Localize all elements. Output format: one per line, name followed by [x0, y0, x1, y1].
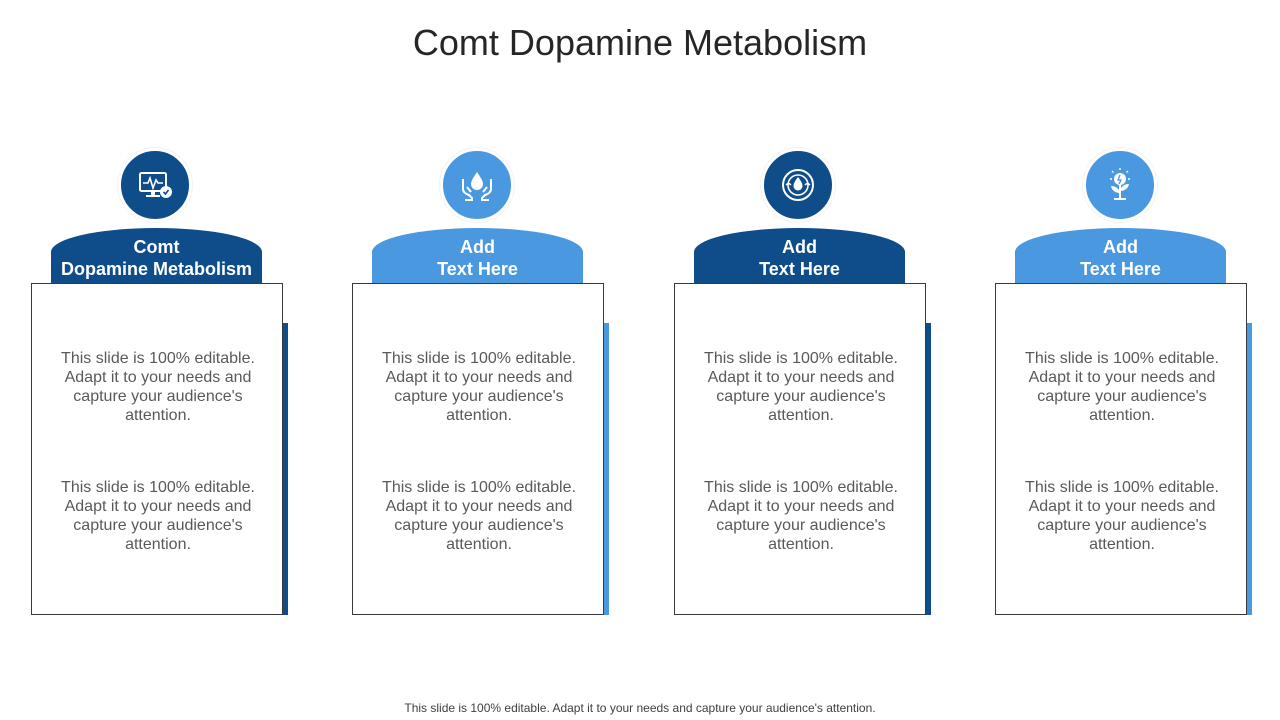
paragraph-1: This slide is 100% editable. Adapt it to…: [61, 350, 255, 424]
page-title: Comt Dopamine Metabolism: [412, 22, 868, 63]
heading-line-1: Comt: [133, 237, 180, 257]
content-box-3: This slide is 100% editable. Adapt it to…: [674, 283, 926, 615]
icon-circle-1: [118, 148, 192, 222]
column-3: Add Text Here This slide is 100% editabl…: [674, 148, 931, 618]
plant-lightbulb-icon: [1110, 168, 1130, 200]
icon-circle-2: [440, 148, 514, 222]
footer-note: This slide is 100% editable. Adapt it to…: [404, 701, 876, 715]
icon-circle-3: [761, 148, 835, 222]
heading-line-2: Text Here: [1080, 259, 1161, 279]
heading-line-2: Dopamine Metabolism: [60, 259, 253, 279]
paragraph-1: This slide is 100% editable. Adapt it to…: [1025, 350, 1219, 424]
heading-line-1: Add: [1103, 237, 1138, 257]
paragraph-2: This slide is 100% editable. Adapt it to…: [704, 479, 898, 553]
paragraph-1: This slide is 100% editable. Adapt it to…: [704, 350, 898, 424]
heading-tab-2: Add Text Here: [372, 228, 583, 284]
content-box-1: This slide is 100% editable. Adapt it to…: [31, 283, 283, 615]
box-accent-bar-1: [283, 323, 288, 615]
hands-water-drop-icon: [462, 172, 492, 201]
content-box-2: This slide is 100% editable. Adapt it to…: [352, 283, 604, 615]
icon-circle-4: [1083, 148, 1157, 222]
column-1: Comt Dopamine Metabolism This slide is 1…: [31, 148, 288, 618]
paragraph-2: This slide is 100% editable. Adapt it to…: [61, 479, 255, 553]
heading-line-2: Text Here: [759, 259, 840, 279]
paragraph-2: This slide is 100% editable. Adapt it to…: [1025, 479, 1219, 553]
box-accent-bar-2: [604, 323, 609, 615]
column-4: Add Text Here This slide is 100% editabl…: [995, 148, 1252, 618]
water-drop-badge-icon: [782, 169, 814, 201]
heading-tab-3: Add Text Here: [694, 228, 905, 284]
heading-line-2: Text Here: [437, 259, 518, 279]
heading-line-1: Add: [782, 237, 817, 257]
paragraph-2: This slide is 100% editable. Adapt it to…: [382, 479, 576, 553]
heading-line-1: Add: [460, 237, 495, 257]
monitor-heartbeat-icon: [139, 172, 172, 198]
box-accent-bar-3: [926, 323, 931, 615]
heading-tab-4: Add Text Here: [1015, 228, 1226, 284]
box-accent-bar-4: [1247, 323, 1252, 615]
paragraph-1: This slide is 100% editable. Adapt it to…: [382, 350, 576, 424]
column-2: Add Text Here This slide is 100% editabl…: [352, 148, 609, 618]
content-box-4: This slide is 100% editable. Adapt it to…: [995, 283, 1247, 615]
heading-tab-1: Comt Dopamine Metabolism: [51, 228, 262, 284]
